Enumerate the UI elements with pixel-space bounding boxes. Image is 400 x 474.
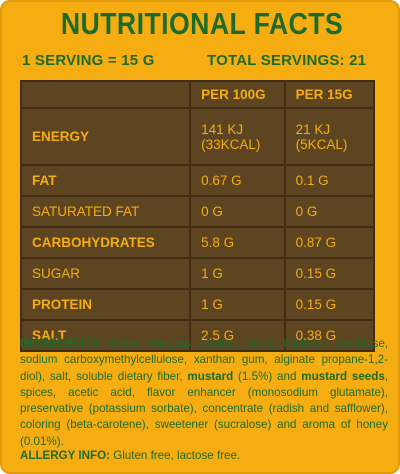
row-per-100g: 0 G <box>189 195 286 228</box>
energy-kj-15g: 21 KJ <box>295 121 331 137</box>
row-name: ENERGY <box>19 107 192 166</box>
row-per-15g: 0.15 G <box>283 257 376 290</box>
table-row-protein: PROTEIN 1 G 0.15 G <box>19 288 376 321</box>
allergy-text: Gluten free, lactose free. <box>109 449 241 462</box>
table-row-saturated-fat: SATURATED FAT 0 G 0 G <box>19 195 376 228</box>
row-name: SATURATED FAT <box>19 195 192 228</box>
table-row-fat: FAT 0.67 G 0.1 G <box>19 164 376 197</box>
row-per-15g: 0 G <box>283 195 376 228</box>
ingredient-mustard-seeds: mustard seeds <box>301 369 385 383</box>
header-per-15g: PER 15G <box>283 80 376 109</box>
row-name: FAT <box>19 164 192 197</box>
header-per-100g: PER 100G <box>189 80 286 109</box>
header-blank <box>19 80 192 109</box>
row-per-15g: 0.87 G <box>283 226 376 259</box>
ingredients-part-1: Water, vinegars (alcohol, cider), thicke… <box>20 337 388 383</box>
energy-kj-100g: 141 KJ <box>201 121 244 137</box>
row-per-15g: 0.38 G <box>283 319 376 352</box>
ingredients-part-2: (1.5%) and <box>233 369 302 383</box>
ingredients-part-3: , spices, acetic acid, flavor enhancer (… <box>20 369 389 448</box>
table-row-sugar: SUGAR 1 G 0.15 G <box>19 257 376 290</box>
row-per-100g: 1 G <box>189 288 286 321</box>
table-row-salt: SALT 2.5 G 0.38 G <box>19 319 376 352</box>
label-title: NUTRITIONAL FACTS <box>60 6 344 41</box>
row-name: PROTEIN <box>19 288 192 321</box>
ingredients-text: INGREDIENTS: Water, vinegars (alcohol, c… <box>20 336 388 450</box>
ingredients-label: INGREDIENTS: <box>20 337 104 350</box>
ingredient-mustard: mustard <box>187 369 234 383</box>
row-per-100g: 0.67 G <box>189 164 286 197</box>
table-row-carbohydrates: CARBOHYDRATES 5.8 G 0.87 G <box>19 226 376 259</box>
row-per-100g: 1 G <box>189 257 286 290</box>
row-name: SALT <box>19 319 192 352</box>
row-name: CARBOHYDRATES <box>19 226 192 259</box>
serving-size: 1 SERVING = 15 G <box>22 52 155 69</box>
total-servings: TOTAL SERVINGS: 21 <box>207 52 367 69</box>
energy-kcal-15g: (5KCAL) <box>295 136 348 152</box>
allergy-label: ALLERGY INFO: <box>20 449 110 462</box>
allergy-info: ALLERGY INFO: Gluten free, lactose free. <box>20 448 388 464</box>
row-per-15g: 21 KJ (5KCAL) <box>283 107 376 166</box>
row-per-100g: 2.5 G <box>189 319 286 352</box>
nutrition-table: PER 100G PER 15G ENERGY 141 KJ (33KCAL) … <box>19 80 376 352</box>
row-name: SUGAR <box>19 257 192 290</box>
row-per-100g: 141 KJ (33KCAL) <box>189 107 286 166</box>
row-per-100g: 5.8 G <box>189 226 286 259</box>
table-header-row: PER 100G PER 15G <box>19 80 376 109</box>
energy-kcal-100g: (33KCAL) <box>201 136 261 152</box>
row-per-15g: 0.1 G <box>283 164 376 197</box>
row-per-15g: 0.15 G <box>283 288 376 321</box>
table-row-energy: ENERGY 141 KJ (33KCAL) 21 KJ (5KCAL) <box>19 107 376 166</box>
